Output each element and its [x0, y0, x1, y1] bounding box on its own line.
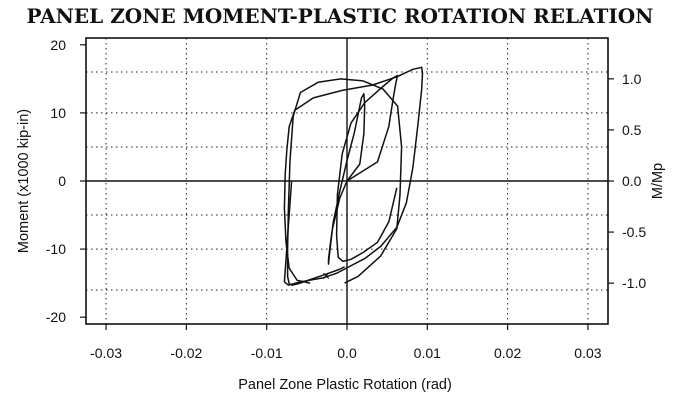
hysteresis-loop-1 — [327, 93, 366, 265]
y2-tick-label-4: 1.0 — [622, 71, 642, 87]
y2-tick-label-0: -1.0 — [622, 275, 646, 291]
y-tick-label-2: 0 — [58, 173, 66, 189]
y2-ticks: -1.0 -0.5 0.0 0.5 1.0 — [608, 71, 646, 291]
x-tick-label-0: -0.03 — [90, 345, 122, 361]
x-tick-label-4: 0.01 — [414, 345, 441, 361]
x-tick-label-3: 0.0 — [337, 345, 357, 361]
y-tick-label-0: -20 — [46, 309, 66, 325]
x-ticks: -0.03 -0.02 -0.01 0.0 0.01 0.02 0.03 — [90, 324, 602, 361]
x-tick-label-1: -0.02 — [170, 345, 202, 361]
x-tick-label-6: 0.03 — [574, 345, 601, 361]
hysteresis-loop-3 — [286, 78, 403, 286]
annotations: × — [322, 267, 330, 283]
y2-tick-label-1: -0.5 — [622, 224, 646, 240]
chart-title: PANEL ZONE MOMENT-PLASTIC ROTATION RELAT… — [27, 4, 654, 28]
y-tick-label-4: 20 — [50, 37, 66, 53]
y2-tick-label-2: 0.0 — [622, 173, 642, 189]
y2-axis-label: M/Mp — [650, 163, 666, 199]
hysteresis-curves — [283, 66, 424, 286]
y-tick-label-3: 10 — [50, 105, 66, 121]
y-ticks: -20 -10 0 10 20 — [46, 37, 86, 325]
x-tick-label-5: 0.02 — [494, 345, 521, 361]
annotation-0: × — [322, 267, 330, 283]
x-tick-label-2: -0.01 — [251, 345, 283, 361]
hysteresis-loop-4 — [283, 66, 424, 286]
hysteresis-loop-2 — [335, 74, 399, 263]
y2-tick-label-3: 0.5 — [622, 122, 642, 138]
y-axis-label: Moment (x1000 kip-in) — [16, 109, 32, 253]
x-axis-label: Panel Zone Plastic Rotation (rad) — [238, 377, 452, 393]
y-tick-label-1: -10 — [46, 241, 66, 257]
